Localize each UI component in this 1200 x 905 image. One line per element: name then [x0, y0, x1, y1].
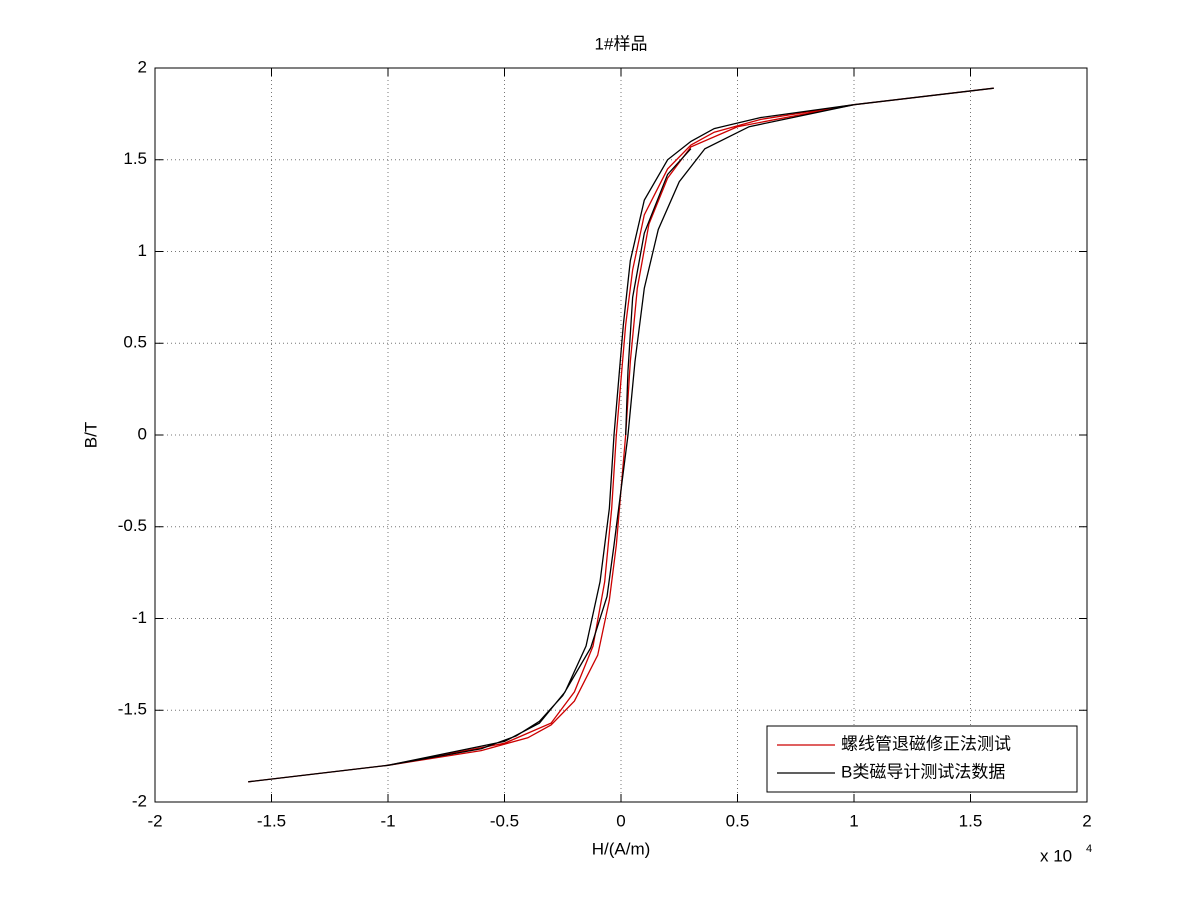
x-multiplier: x 10	[1040, 846, 1072, 865]
x-tick-label: 1	[849, 811, 858, 830]
x-tick-label: 0	[616, 811, 625, 830]
x-tick-label: -1	[380, 811, 395, 830]
x-tick-label: -1.5	[257, 811, 286, 830]
y-tick-label: -1.5	[118, 700, 147, 719]
chart-title: 1#样品	[595, 34, 648, 53]
y-tick-label: 1.5	[123, 149, 147, 168]
plot-frame	[154, 67, 1088, 803]
y-tick-label: 0.5	[123, 333, 147, 352]
x-multiplier-exponent: 4	[1086, 843, 1092, 855]
legend-label: 螺线管退磁修正法测试	[841, 734, 1011, 753]
legend-label: B类磁导计测试法数据	[841, 762, 1005, 781]
y-tick-label: -2	[132, 791, 147, 810]
x-axis-label: H/(A/m)	[592, 839, 651, 858]
y-tick-label: 2	[138, 57, 147, 76]
x-tick-label: 1.5	[959, 811, 983, 830]
x-tick-label: 2	[1082, 811, 1091, 830]
y-axis-label: B/T	[81, 422, 100, 448]
legend-box	[766, 725, 1078, 793]
y-tick-label: 0	[138, 424, 147, 443]
x-tick-label: 0.5	[726, 811, 750, 830]
y-tick-label: -1	[132, 608, 147, 627]
x-tick-label: -0.5	[490, 811, 519, 830]
y-tick-label: -0.5	[118, 516, 147, 535]
data-line	[248, 87, 994, 783]
x-tick-label: -2	[147, 811, 162, 830]
y-tick-label: 1	[138, 241, 147, 260]
